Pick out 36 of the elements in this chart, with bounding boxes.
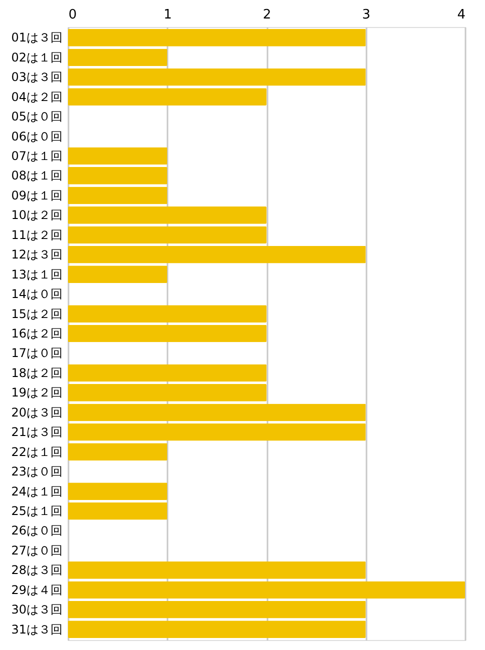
y-tick-label: 07は１回 bbox=[11, 148, 62, 163]
y-tick-label: 27は０回 bbox=[11, 543, 62, 558]
y-tick-label: 15は２回 bbox=[11, 306, 62, 321]
y-tick-label: 29は４回 bbox=[11, 582, 62, 597]
y-tick-label: 25は１回 bbox=[11, 504, 62, 518]
y-tick-label: 10は２回 bbox=[11, 208, 62, 222]
y-tick-label: 22は１回 bbox=[11, 444, 62, 459]
y-tick-label: 03は３回 bbox=[11, 70, 62, 84]
y-tick-label: 05は０回 bbox=[11, 110, 62, 124]
y-tick-label: 09は１回 bbox=[11, 188, 62, 202]
y-tick-label: 16は２回 bbox=[11, 326, 62, 340]
y-tick-label: 11は２回 bbox=[11, 228, 62, 242]
y-tick-label: 18は２回 bbox=[11, 366, 62, 380]
x-tick-label: 3 bbox=[362, 8, 370, 22]
y-tick-label: 21は３回 bbox=[11, 425, 62, 440]
y-tick-label: 17は０回 bbox=[11, 346, 62, 360]
y-tick-label: 04は２回 bbox=[11, 90, 62, 104]
y-tick-label: 23は０回 bbox=[11, 464, 62, 479]
x-tick-label: 4 bbox=[457, 8, 466, 22]
y-tick-label: 08は１回 bbox=[11, 168, 62, 183]
y-tick-label: 13は１回 bbox=[11, 267, 62, 282]
y-tick-label: 12は３回 bbox=[11, 248, 62, 262]
y-tick-label: 19は２回 bbox=[11, 386, 62, 400]
y-tick-label: 30は３回 bbox=[11, 602, 62, 617]
y-tick-label: 14は０回 bbox=[11, 287, 62, 302]
x-tick-label: 0 bbox=[68, 8, 77, 22]
y-tick-label: 24は１回 bbox=[11, 484, 62, 498]
y-tick-label: 20は３回 bbox=[11, 405, 62, 420]
y-tick-label: 02は１回 bbox=[11, 50, 62, 64]
x-tick-label: 1 bbox=[164, 8, 172, 22]
y-tick-label: 31は３回 bbox=[11, 622, 62, 636]
y-tick-label: 28は３回 bbox=[11, 563, 62, 578]
y-tick-label: 06は０回 bbox=[11, 129, 62, 144]
x-tick-label: 2 bbox=[262, 8, 272, 22]
y-tick-label: 01は３回 bbox=[11, 30, 62, 45]
y-tick-label: 26は０回 bbox=[11, 524, 62, 538]
